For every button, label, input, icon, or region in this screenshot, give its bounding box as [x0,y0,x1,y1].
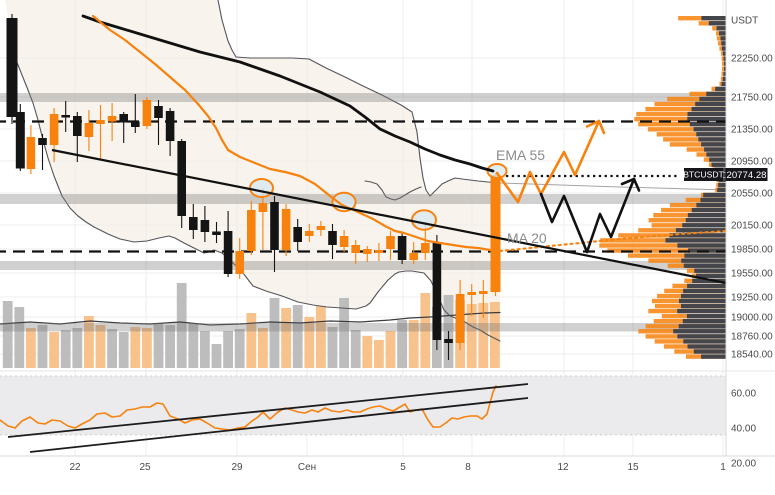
svg-text:12: 12 [557,462,569,473]
svg-text:5: 5 [400,462,406,473]
svg-text:21750.00: 21750.00 [731,93,773,104]
svg-text:20774.28: 20774.28 [726,170,766,181]
svg-text:40.00: 40.00 [731,424,756,435]
svg-text:MA 20: MA 20 [507,230,547,246]
svg-text:18760.00: 18760.00 [731,332,773,343]
svg-text:1: 1 [720,462,726,473]
svg-text:20.00: 20.00 [731,459,756,470]
svg-text:20150.00: 20150.00 [731,221,773,232]
svg-text:20950.00: 20950.00 [731,157,773,168]
svg-text:20550.00: 20550.00 [731,189,773,200]
svg-text:BTCUSDT: BTCUSDT [683,170,724,180]
svg-text:25: 25 [139,462,151,473]
svg-text:21350.00: 21350.00 [731,125,773,136]
svg-text:29: 29 [231,462,243,473]
svg-text:19000.00: 19000.00 [731,313,773,324]
svg-text:USDT: USDT [731,16,758,27]
svg-text:8: 8 [465,462,471,473]
svg-text:19550.00: 19550.00 [731,269,773,280]
svg-text:15: 15 [627,462,639,473]
svg-text:19250.00: 19250.00 [731,293,773,304]
svg-text:Сен: Сен [298,462,316,473]
svg-text:22250.00: 22250.00 [731,54,773,65]
svg-text:18540.00: 18540.00 [731,350,773,361]
svg-text:19850.00: 19850.00 [731,245,773,256]
svg-text:60.00: 60.00 [731,389,756,400]
svg-text:EMA 55: EMA 55 [496,147,545,163]
svg-text:22: 22 [69,462,81,473]
